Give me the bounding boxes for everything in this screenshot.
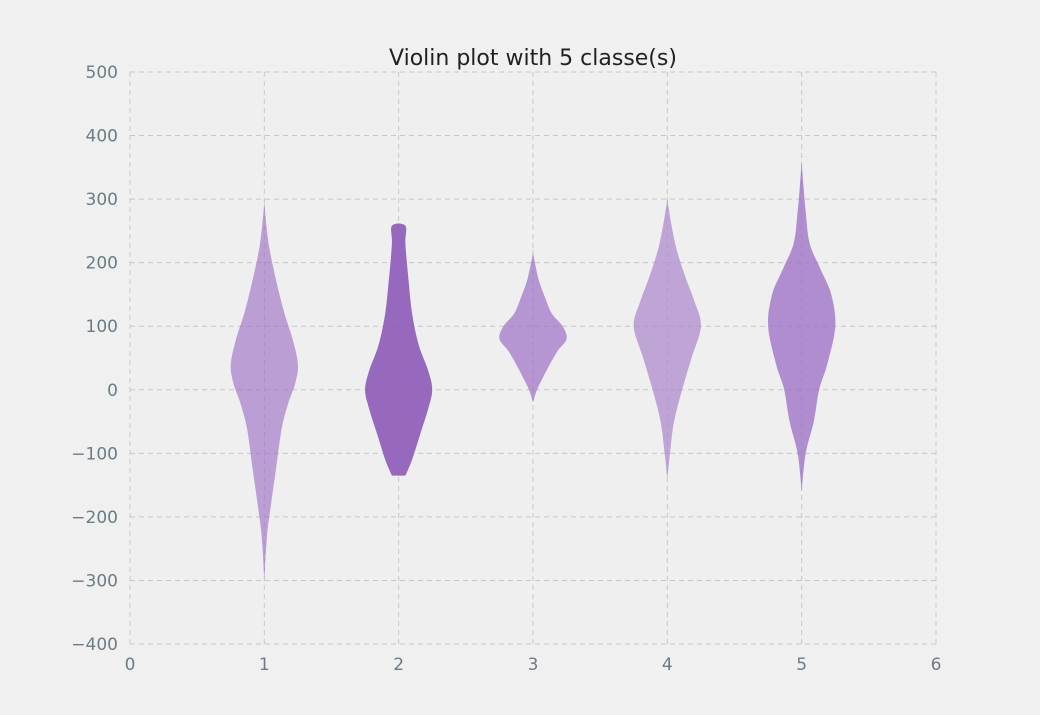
violin-3 [499, 249, 567, 403]
violin-4 [633, 195, 701, 479]
x-tick-label: 1 [259, 655, 270, 675]
y-tick-label: −200 [71, 508, 118, 528]
x-tick-label: 4 [662, 655, 673, 675]
y-tick-label: 400 [86, 127, 118, 147]
y-tick-label: 100 [86, 317, 118, 337]
x-tick-labels: 0 1 2 3 4 5 6 [125, 655, 942, 675]
violins [230, 158, 836, 581]
violin-5 [767, 158, 836, 492]
chart-title: Violin plot with 5 classe(s) [389, 46, 677, 71]
y-tick-label: −400 [71, 635, 118, 655]
y-tick-label: 0 [107, 381, 118, 401]
x-tick-label: 6 [931, 655, 942, 675]
y-tick-label: −100 [71, 444, 118, 464]
x-tick-label: 3 [528, 655, 539, 675]
violin-2 [365, 223, 433, 476]
x-tick-label: 2 [393, 655, 404, 675]
x-tick-label: 0 [125, 655, 136, 675]
y-tick-labels: 500 400 300 200 100 0 −100 −200 −300 −400 [71, 63, 118, 655]
y-tick-label: 300 [86, 190, 118, 210]
violin-1 [230, 199, 298, 581]
y-tick-label: 200 [86, 254, 118, 274]
x-tick-label: 5 [796, 655, 807, 675]
y-tick-label: −300 [71, 571, 118, 591]
y-tick-label: 500 [86, 63, 118, 83]
